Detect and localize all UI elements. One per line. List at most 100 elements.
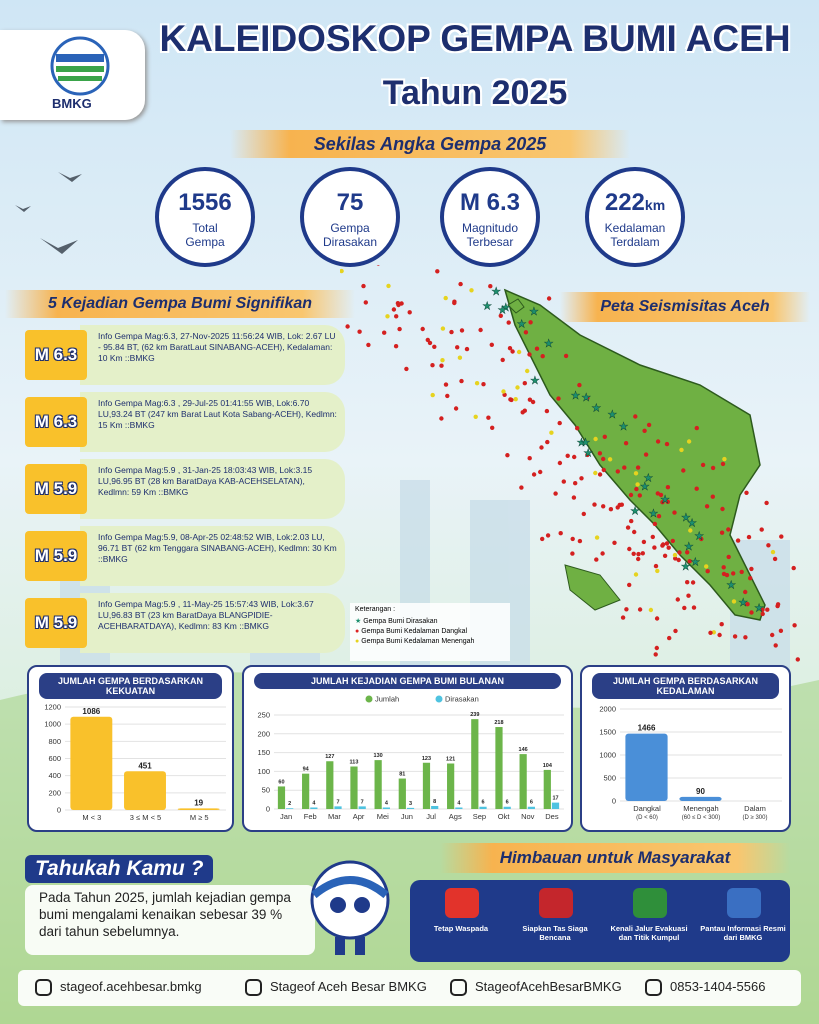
epicenter bbox=[557, 460, 563, 466]
epicenter bbox=[708, 630, 713, 635]
epicenter bbox=[345, 324, 350, 329]
felt-epicenter: ★ bbox=[501, 302, 511, 314]
felt-epicenter: ★ bbox=[583, 448, 593, 460]
epicenter bbox=[445, 393, 450, 399]
x-tick-label: 3 ≤ M < 5 bbox=[130, 813, 161, 822]
bar bbox=[382, 807, 390, 809]
epicenter bbox=[597, 451, 603, 456]
epicenter bbox=[594, 535, 600, 540]
stat-circle: 75 Gempa Dirasakan bbox=[300, 167, 400, 267]
epicenter bbox=[664, 541, 670, 546]
epicenter bbox=[665, 499, 670, 504]
epicenter bbox=[673, 556, 678, 561]
value-label: 146 bbox=[519, 747, 528, 753]
bar bbox=[124, 771, 166, 810]
epicenter bbox=[739, 569, 744, 575]
epicenter bbox=[679, 447, 684, 453]
bar bbox=[625, 733, 668, 801]
epicenter bbox=[627, 546, 632, 552]
epicenter bbox=[615, 469, 620, 474]
epicenter bbox=[705, 569, 710, 574]
event-mag: M 5.9 bbox=[25, 464, 87, 514]
epicenter bbox=[478, 327, 483, 333]
epicenter bbox=[676, 557, 681, 563]
significant-heading: 5 Kejadian Gempa Bumi Signifikan bbox=[5, 290, 355, 318]
epicenter bbox=[540, 536, 545, 542]
stat-unit: km bbox=[644, 197, 666, 213]
value-label: 4 bbox=[312, 800, 316, 806]
felt-epicenter: ★ bbox=[607, 409, 617, 421]
epicenter bbox=[577, 382, 582, 388]
epicenter bbox=[664, 441, 670, 447]
felt-epicenter: ★ bbox=[517, 318, 527, 330]
epicenter bbox=[443, 382, 449, 387]
epicenter bbox=[577, 538, 583, 544]
x-tick-label: Mei bbox=[377, 812, 389, 821]
epicenter bbox=[540, 354, 545, 359]
y-tick-label: 250 bbox=[257, 711, 270, 720]
epicenter bbox=[620, 615, 626, 620]
epicenter bbox=[631, 551, 636, 556]
event-text: Info Gempa Mag:5.9, 08-Apr-25 02:48:52 W… bbox=[80, 526, 345, 586]
epicenter bbox=[726, 554, 731, 560]
legend-item: ● Gempa Bumi Kedalaman Menengah bbox=[355, 638, 475, 645]
epicenter bbox=[528, 320, 533, 325]
bar bbox=[447, 763, 455, 809]
footer bbox=[18, 970, 801, 1006]
felt-epicenter: ★ bbox=[530, 375, 540, 387]
epicenter bbox=[530, 399, 536, 405]
epicenter bbox=[722, 456, 727, 462]
epicenter bbox=[710, 465, 716, 471]
epicenter bbox=[717, 632, 722, 638]
felt-epicenter: ★ bbox=[498, 304, 508, 316]
x-tick-label: Dalam bbox=[744, 804, 766, 813]
epicenter bbox=[458, 281, 463, 287]
epicenter bbox=[502, 392, 507, 397]
legend-swatch bbox=[435, 695, 443, 703]
x-tick-label: Jan bbox=[280, 812, 292, 821]
x-tick-label: Des bbox=[545, 812, 559, 821]
bar bbox=[479, 806, 487, 809]
subtitle: Tahun 2025 bbox=[382, 74, 568, 112]
event-mag: M 6.3 bbox=[25, 330, 87, 380]
epicenter bbox=[773, 643, 778, 648]
epicenter bbox=[585, 395, 590, 401]
stat-number: 75 bbox=[336, 189, 364, 216]
epicenter bbox=[385, 314, 390, 319]
epicenter bbox=[694, 486, 699, 491]
value-label: 127 bbox=[325, 754, 334, 760]
epicenter bbox=[635, 465, 641, 470]
epicenter bbox=[425, 337, 430, 343]
bar bbox=[503, 806, 511, 809]
legend-label: Dirasakan bbox=[445, 695, 479, 704]
epicenter bbox=[563, 353, 569, 359]
epicenter bbox=[688, 528, 693, 533]
value-label: 7 bbox=[336, 799, 339, 805]
epicenter bbox=[440, 326, 446, 331]
value-label: 6 bbox=[506, 800, 509, 806]
epicenter bbox=[677, 550, 682, 555]
x-tick-sublabel: (D < 60) bbox=[636, 815, 658, 821]
value-label: 218 bbox=[494, 720, 503, 726]
bar bbox=[286, 808, 294, 809]
weh-island bbox=[507, 298, 525, 314]
epicenter bbox=[572, 454, 577, 460]
x-tick-label: M ≥ 5 bbox=[190, 813, 209, 822]
epicenter bbox=[585, 452, 590, 458]
epicenter bbox=[681, 468, 686, 473]
epicenter bbox=[457, 355, 463, 360]
logo-icon bbox=[50, 36, 110, 96]
y-tick-label: 1500 bbox=[599, 728, 616, 737]
stat-value: 1556 bbox=[159, 189, 251, 217]
epicenter bbox=[636, 551, 641, 557]
epicenter bbox=[391, 307, 397, 312]
bar bbox=[679, 796, 722, 801]
felt-epicenter: ★ bbox=[640, 481, 650, 493]
stat-number: M 6.3 bbox=[459, 189, 521, 216]
epicenter bbox=[724, 572, 730, 578]
epicenter bbox=[508, 397, 513, 402]
epicenter bbox=[660, 500, 665, 505]
epicenter bbox=[633, 414, 638, 419]
y-tick-label: 1200 bbox=[44, 703, 61, 712]
epicenter bbox=[749, 610, 754, 615]
